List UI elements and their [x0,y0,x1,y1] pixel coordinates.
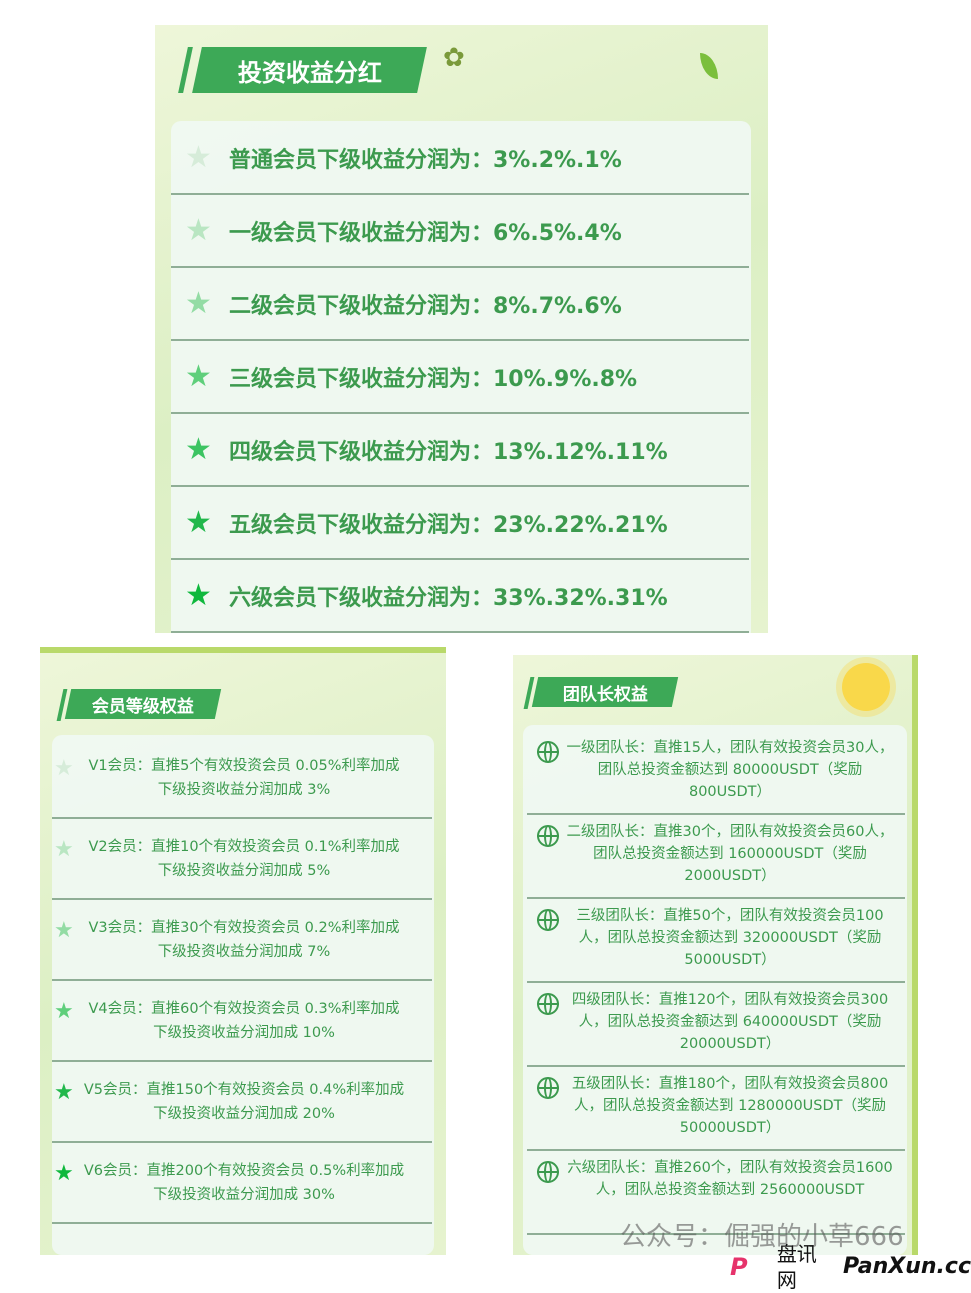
list-item: ★ V2会员：直推10个有效投资会员 0.1%利率加成 下级投资收益分润加成 5% [52,819,432,900]
row-text: V3会员：直推30个有效投资会员 0.2%利率加成 下级投资收益分润加成 7% [88,919,415,960]
row-text: V1会员：直推5个有效投资会员 0.05%利率加成 下级投资收益分润加成 3% [88,757,415,798]
list-item: ★ 四级会员下级收益分润为：13%.12%.11% [171,414,749,487]
star-icon: ★ [54,1161,74,1186]
member-list [52,735,434,1255]
star-icon: ★ [185,358,212,394]
globe-icon [537,1077,559,1099]
site-logo: P 盘讯网 PanXun.cc [730,1242,971,1292]
row-text: 一级团队长：直推15人，团队有效投资会员30人，团队总投资金额达到 80000U… [566,740,894,800]
list-item: 五级团队长：直推180个，团队有效投资会员800人，团队总投资金额达到 1280… [527,1067,905,1151]
member-level-panel: 会员等级权益 ★ V1会员：直推5个有效投资会员 0.05%利率加成 下级投资收益… [40,647,446,1255]
star-icon: ★ [54,756,74,781]
globe-icon [537,909,559,931]
watermark-text: 公众号：倔强的小草666 [620,1222,904,1252]
star-icon: ★ [185,431,212,467]
row-text: V6会员：直推200个有效投资会员 0.5%利率加成 下级投资收益分润加成 30… [83,1162,419,1203]
list-item: ★ 二级会员下级收益分润为：8%.7%.6% [171,268,749,341]
list-item: ★ 三级会员下级收益分润为：10%.9%.8% [171,341,749,414]
star-icon: ★ [185,577,212,613]
star-icon: ★ [54,1080,74,1105]
logo-cn: 盘讯网 [776,1242,817,1292]
list-item: 四级团队长：直推120个，团队有效投资会员300人，团队总投资金额达到 6400… [527,983,905,1067]
star-icon: ★ [185,139,212,175]
list-item: 六级团队长：直推260个，团队有效投资会员1600人，团队总投资金额达到 256… [527,1151,905,1235]
list-item: 二级团队长：直推30个，团队有效投资会员60人，团队总投资金额达到 160000… [527,815,905,899]
row-text: 五级团队长：直推180个，团队有效投资会员800人，团队总投资金额达到 1280… [571,1076,889,1136]
row-text: V5会员：直推150个有效投资会员 0.4%利率加成 下级投资收益分润加成 20… [83,1081,419,1122]
list-item: ★ 普通会员下级收益分润为：3%.2%.1% [171,122,749,195]
row-text: 普通会员下级收益分润为：3%.2%.1% [229,147,622,173]
globe-icon [537,1161,559,1183]
row-text: 六级会员下级收益分润为：33%.32%.31% [229,585,668,611]
row-text: 五级会员下级收益分润为：23%.22%.21% [229,512,668,538]
flower-icon: ✿ [443,43,465,73]
row-text: 一级会员下级收益分润为：6%.5%.4% [229,220,622,246]
globe-icon [537,825,559,847]
globe-icon [537,993,559,1015]
dividend-list [171,121,751,633]
investment-dividend-panel: 投资收益分红 ✿ ★ 普通会员下级收益分润为：3%.2%.1% ★ 一级会员下级收益分… [155,25,768,633]
logo-en: PanXun.cc [843,1254,971,1279]
row-text: V2会员：直推10个有效投资会员 0.1%利率加成 下级投资收益分润加成 5% [88,838,415,879]
row-text: V4会员：直推60个有效投资会员 0.3%利率加成 下级投资收益分润加成 10% [88,1000,415,1041]
star-icon: ★ [54,918,74,943]
list-item: ★ V1会员：直推5个有效投资会员 0.05%利率加成 下级投资收益分润加成 3% [52,738,432,819]
list-item: ★ 一级会员下级收益分润为：6%.5%.4% [171,195,749,268]
list-item: ★ 六级会员下级收益分润为：33%.32%.31% [171,560,749,633]
list-item: ★ V3会员：直推30个有效投资会员 0.2%利率加成 下级投资收益分润加成 7% [52,900,432,981]
list-item: 一级团队长：直推15人，团队有效投资会员30人，团队总投资金额达到 80000U… [527,731,905,815]
list-item: ★ 五级会员下级收益分润为：23%.22%.21% [171,487,749,560]
row-text: 六级团队长：直推260个，团队有效投资会员1600人，团队总投资金额达到 256… [567,1160,893,1198]
row-text: 二级会员下级收益分润为：8%.7%.6% [229,293,622,319]
panel-title: 投资收益分红 [192,47,427,93]
row-text: 四级会员下级收益分润为：13%.12%.11% [229,439,668,465]
star-icon: ★ [54,999,74,1024]
sun-icon [842,663,890,711]
list-item: ★ V5会员：直推150个有效投资会员 0.4%利率加成 下级投资收益分润加成 2… [52,1062,432,1143]
leaf-icon [700,53,718,79]
row-text: 二级团队长：直推30个，团队有效投资会员60人，团队总投资金额达到 160000… [566,824,894,884]
team-leader-panel: 团队长权益 一级团队长：直推15人，团队有效投资会员30人，团队总投资金额达到 … [513,655,918,1255]
row-text: 四级团队长：直推120个，团队有效投资会员300人，团队总投资金额达到 6400… [571,992,889,1052]
list-item: ★ V6会员：直推200个有效投资会员 0.5%利率加成 下级投资收益分润加成 3… [52,1143,432,1224]
star-icon: ★ [185,504,212,540]
star-icon: ★ [185,285,212,321]
list-item: 三级团队长：直推50个，团队有效投资会员100人，团队总投资金额达到 32000… [527,899,905,983]
row-text: 三级会员下级收益分润为：10%.9%.8% [229,366,638,392]
list-item: ★ V4会员：直推60个有效投资会员 0.3%利率加成 下级投资收益分润加成 10… [52,981,432,1062]
logo-mark: P [730,1253,748,1281]
star-icon: ★ [54,837,74,862]
star-icon: ★ [185,212,212,248]
panel-title: 团队长权益 [531,677,679,707]
row-text: 三级团队长：直推50个，团队有效投资会员100人，团队总投资金额达到 32000… [576,908,884,968]
globe-icon [537,741,559,763]
panel-title: 会员等级权益 [64,689,222,719]
title-accent [178,47,193,93]
